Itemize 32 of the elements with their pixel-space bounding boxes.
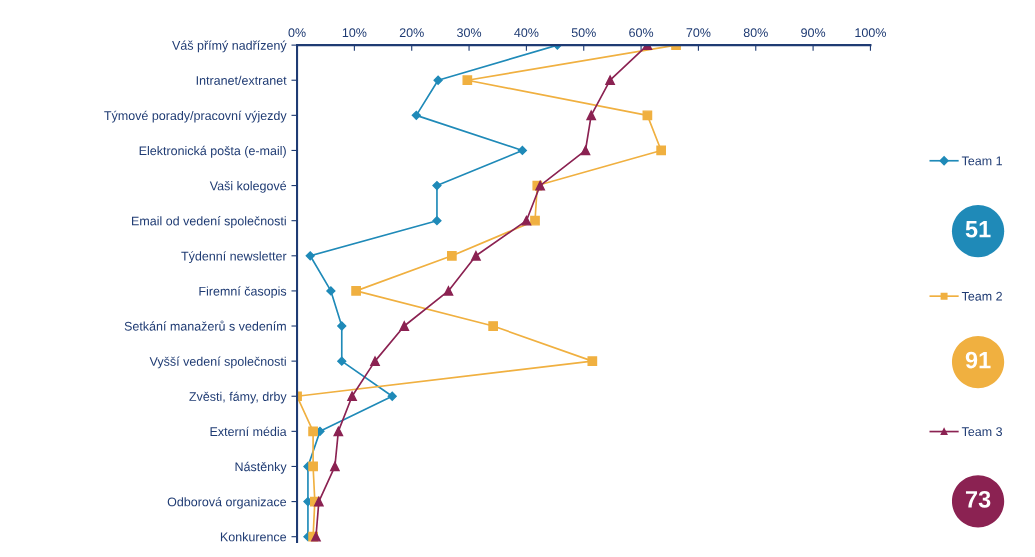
x-tick-label: 30% (457, 28, 482, 38)
y-tick-label: Odborová organizace (167, 496, 287, 509)
x-tick-label: 70% (686, 28, 711, 38)
y-tick-label: Elektronická pošta (e-mail) (139, 145, 286, 158)
legend-label: Team 1 (961, 156, 1002, 166)
y-tick-label: Váš přímý nadřízený (172, 40, 287, 53)
y-tick-label: Konkurence (220, 532, 287, 542)
y-tick-label: Týdenní newsletter (181, 251, 287, 263)
y-tick-label: Intranet/extranet (196, 75, 287, 85)
y-tick-label: Nástěnky (235, 461, 287, 474)
x-tick-label: 20% (399, 28, 424, 38)
x-tick-label: 80% (743, 28, 768, 38)
x-tick-label: 10% (342, 28, 367, 38)
x-tick-label: 100% (855, 28, 886, 38)
legend-label: Team 2 (961, 291, 1002, 301)
y-tick-label: Zvěsti, fámy, drby (189, 391, 287, 404)
y-tick-label: Firemní časopis (199, 286, 287, 299)
legend-label: Team 3 (961, 427, 1003, 437)
y-tick-label: Externí média (210, 426, 287, 437)
y-tick-label: Týmové porady/pracovní výjezdy (104, 110, 287, 123)
x-tick-label: 50% (571, 28, 596, 38)
y-tick-label: Email od vedení společnosti (132, 216, 286, 228)
x-tick-label: 60% (629, 28, 654, 38)
x-tick-label: 90% (801, 28, 826, 38)
y-tick-label: Vyšší vedení společnosti (149, 356, 286, 369)
y-tick-label: Vaši kolegové (209, 180, 287, 193)
x-tick-label: 0% (288, 28, 306, 38)
text: 73 (965, 490, 991, 508)
y-tick-label: Setkání manažerů s vedením (124, 320, 286, 331)
x-tick-label: 40% (514, 28, 539, 38)
text: 51 (965, 221, 991, 238)
text: 91 (965, 351, 991, 369)
